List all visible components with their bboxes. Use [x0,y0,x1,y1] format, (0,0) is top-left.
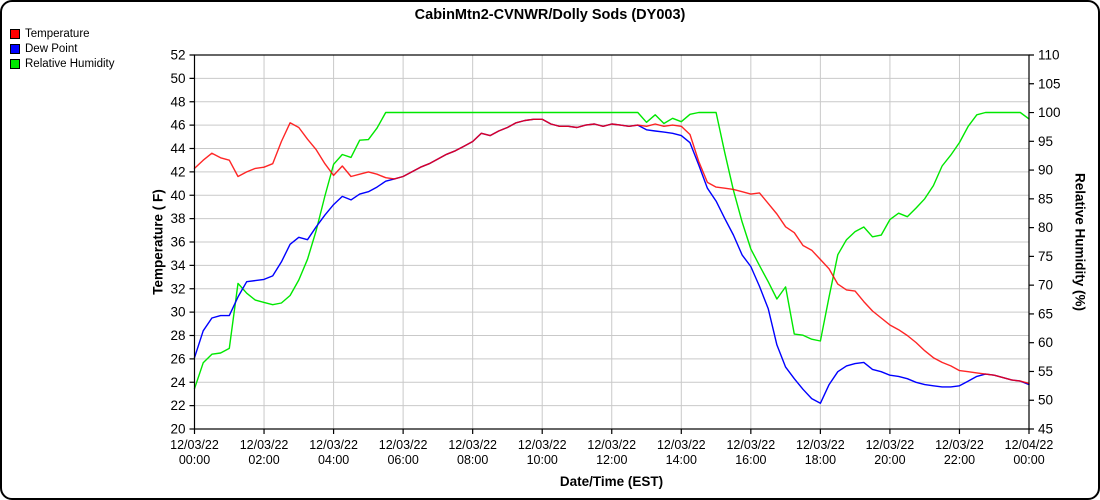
y-right-tick-label: 45 [1038,422,1053,437]
x-tick-time-label: 06:00 [387,453,418,467]
y-left-tick-label: 30 [170,305,185,320]
y-left-tick-label: 26 [170,351,185,366]
x-tick-date-label: 12/03/22 [448,438,497,452]
x-tick-date-label: 12/03/22 [170,438,219,452]
y-left-tick-label: 22 [170,398,185,413]
legend-label: Dew Point [25,43,78,55]
y-right-tick-label: 100 [1038,105,1061,120]
x-tick-date-label: 12/03/22 [309,438,358,452]
temperature-line [193,118,1030,385]
y-right-tick-label: 105 [1038,76,1061,91]
y-right-tick-label: 70 [1038,278,1053,293]
x-tick-date-label: 12/03/22 [657,438,706,452]
y-right-tick-label: 80 [1038,220,1053,235]
legend-item-relative-humidity: Relative Humidity [10,57,114,71]
chart-title: CabinMtn2-CVNWR/Dolly Sods (DY003) [414,7,686,23]
y-left-tick-label: 20 [170,422,185,437]
x-tick-time-label: 20:00 [874,453,905,467]
relative-humidity-line [193,111,1030,390]
y-right-tick-label: 90 [1038,163,1053,178]
y-left-tick-label: 32 [170,281,185,296]
dew-point-swatch-icon [10,44,20,54]
x-tick-date-label: 12/03/22 [796,438,845,452]
tick-marks [189,54,1034,434]
legend-label: Temperature [25,28,90,40]
x-tick-time-label: 16:00 [735,453,766,467]
y-left-tick-label: 46 [170,118,185,133]
y-left-tick-label: 36 [170,235,185,250]
x-tick-date-label: 12/03/22 [935,438,984,452]
x-tick-date-label: 12/03/22 [866,438,915,452]
relative-humidity-swatch-icon [10,59,20,69]
y-right-tick-label: 95 [1038,134,1053,149]
legend-item-dew-point: Dew Point [10,42,114,56]
y-right-tick-label: 60 [1038,335,1053,350]
y-right-tick-label: 50 [1038,393,1053,408]
y-left-tick-label: 28 [170,328,185,343]
x-tick-time-label: 08:00 [457,453,488,467]
y-left-tick-label: 52 [170,48,185,63]
y-right-tick-label: 65 [1038,306,1053,321]
x-tick-date-label: 12/03/22 [726,438,775,452]
y-right-tick-label: 75 [1038,249,1053,264]
x-tick-time-label: 00:00 [1013,453,1044,467]
x-tick-time-label: 02:00 [248,453,279,467]
x-tick-date-label: 12/04/22 [1005,438,1054,452]
y-left-tick-label: 48 [170,94,185,109]
x-tick-time-label: 00:00 [179,453,210,467]
x-tick-date-label: 12/03/22 [587,438,636,452]
x-tick-date-label: 12/03/22 [240,438,289,452]
legend-label: Relative Humidity [25,58,115,70]
y-right-tick-label: 110 [1038,48,1060,63]
x-tick-date-label: 12/03/22 [379,438,428,452]
temperature-swatch-icon [10,29,20,39]
y-left-tick-label: 42 [170,164,185,179]
y-left-tick-label: 38 [170,211,185,226]
legend-item-temperature: Temperature [10,27,114,41]
x-tick-date-label: 12/03/22 [518,438,567,452]
y-left-tick-label: 34 [170,258,186,273]
y-right-tick-label: 85 [1038,191,1053,206]
y-left-tick-label: 44 [170,141,186,156]
x-tick-time-label: 22:00 [944,453,975,467]
gridlines [194,55,1029,429]
y-left-tick-label: 24 [170,375,186,390]
x-tick-time-label: 04:00 [318,453,349,467]
x-axis-title: Date/Time (EST) [559,474,664,489]
y-left-tick-label: 40 [170,188,185,203]
y-left-tick-label: 50 [170,71,185,86]
x-tick-time-label: 10:00 [527,453,558,467]
x-tick-time-label: 12:00 [596,453,627,467]
x-tick-time-label: 18:00 [805,453,836,467]
x-tick-time-label: 14:00 [666,453,697,467]
y-right-tick-label: 55 [1038,364,1053,379]
legend: Temperature Dew Point Relative Humidity [10,27,114,72]
